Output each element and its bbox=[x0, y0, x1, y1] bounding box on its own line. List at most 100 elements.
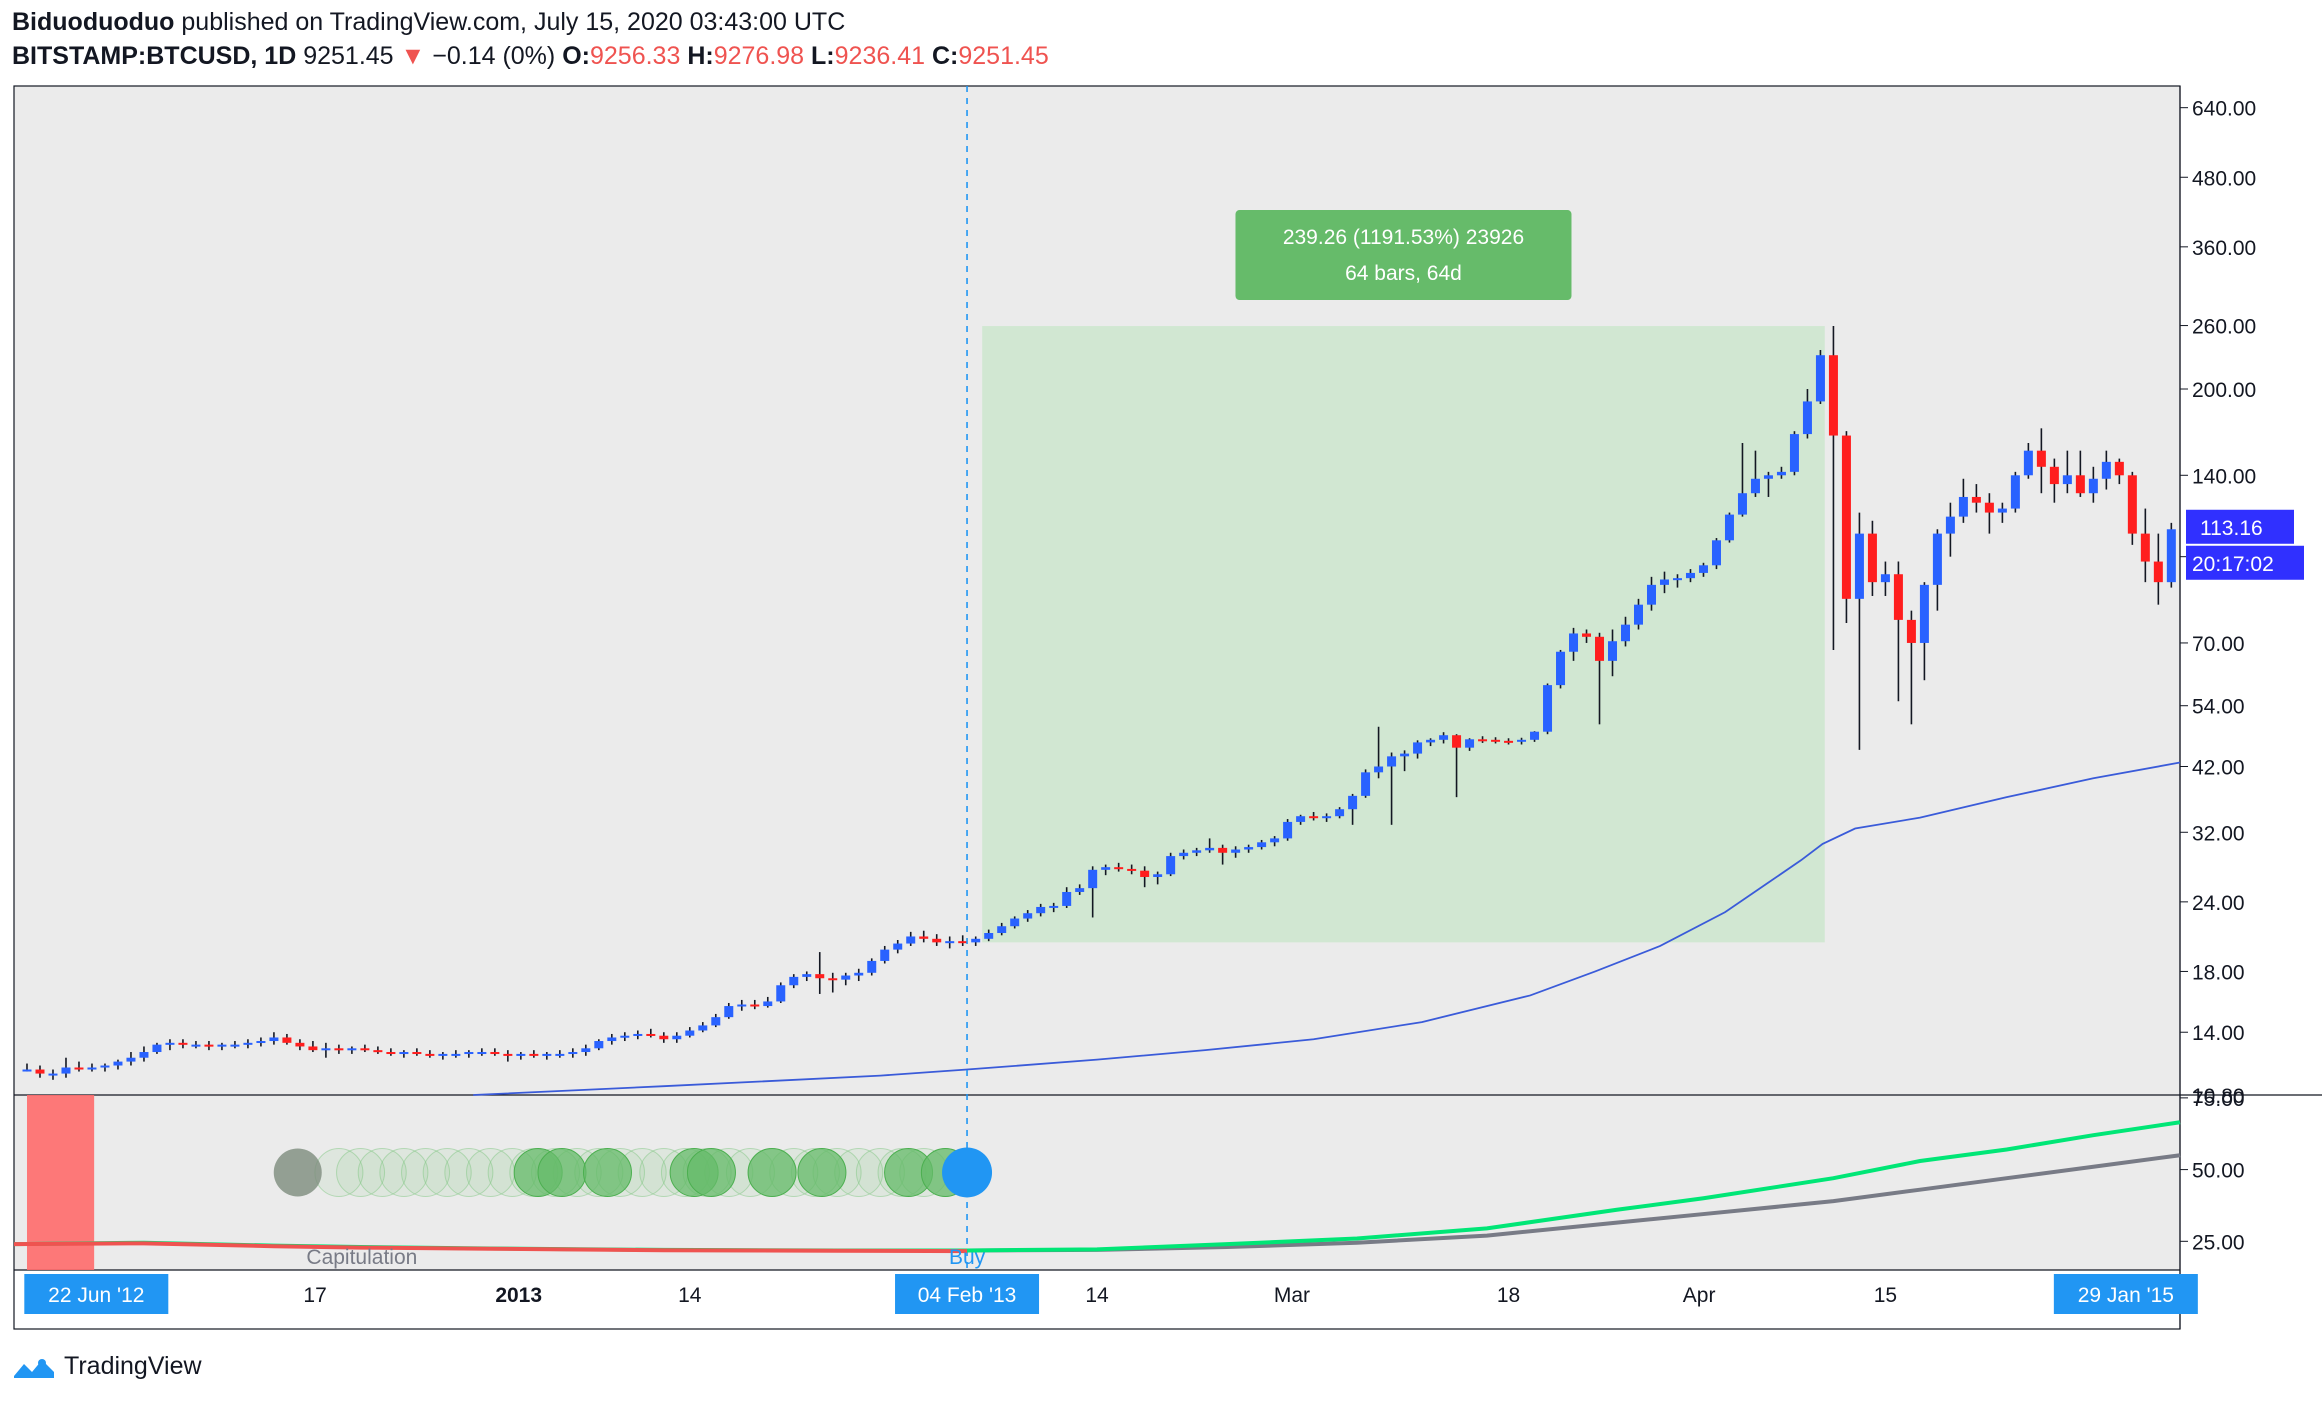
candle bbox=[997, 922, 1007, 936]
candle-body bbox=[1465, 739, 1475, 748]
candle bbox=[854, 968, 864, 982]
candle bbox=[724, 1002, 734, 1019]
candle-body bbox=[464, 1052, 474, 1055]
candle-body bbox=[1569, 633, 1579, 652]
candle bbox=[1166, 852, 1176, 877]
candle bbox=[672, 1032, 682, 1043]
price-axis[interactable]: 640.00480.00360.00260.00200.00140.00100.… bbox=[2180, 98, 2304, 1255]
candle-body bbox=[1789, 434, 1799, 472]
candle-body bbox=[1010, 918, 1020, 927]
candle bbox=[386, 1048, 396, 1056]
candle-body bbox=[776, 985, 786, 1002]
publication-header: Biduoduoduo published on TradingView.com… bbox=[12, 8, 845, 37]
candle-body bbox=[22, 1069, 32, 1072]
candle-body bbox=[178, 1042, 188, 1045]
candle-body bbox=[1530, 731, 1540, 740]
price-tick-label: 32.00 bbox=[2192, 822, 2245, 845]
candle-body bbox=[1932, 533, 1942, 585]
candle-body bbox=[230, 1044, 240, 1047]
high-label: H: bbox=[687, 42, 714, 70]
time-badge bbox=[895, 1274, 1040, 1314]
candle-body bbox=[2153, 561, 2163, 583]
signal-bubble-gray bbox=[273, 1148, 322, 1197]
candle bbox=[1672, 574, 1682, 588]
high-value: 9276.98 bbox=[713, 42, 805, 70]
symbol-label[interactable]: BITSTAMP:BTCUSD, 1D bbox=[12, 42, 297, 70]
candle bbox=[711, 1013, 721, 1028]
candle bbox=[1906, 610, 1916, 725]
candle-body bbox=[789, 976, 799, 986]
candle-body bbox=[1296, 816, 1306, 822]
candle bbox=[1530, 731, 1540, 742]
candle bbox=[2023, 442, 2033, 479]
candle-body bbox=[555, 1053, 565, 1056]
signal-bubble-faint bbox=[401, 1147, 451, 1197]
candle bbox=[542, 1052, 552, 1060]
candle bbox=[1036, 903, 1046, 917]
candle-body bbox=[61, 1067, 71, 1074]
published-text: published on TradingView.com, July 15, 2… bbox=[181, 8, 846, 36]
candle bbox=[1776, 466, 1786, 479]
candle-body bbox=[1114, 867, 1124, 870]
candle bbox=[61, 1057, 71, 1078]
candle-body bbox=[1491, 739, 1501, 742]
candle-body bbox=[529, 1053, 539, 1056]
candle-body bbox=[672, 1035, 682, 1040]
candle-body bbox=[607, 1037, 617, 1042]
candle bbox=[815, 952, 825, 994]
candle-body bbox=[503, 1053, 513, 1056]
candle bbox=[1750, 450, 1760, 497]
candle bbox=[2153, 533, 2163, 605]
price-range-tool[interactable]: 239.26 (1191.53%) 23926 64 bars, 64d bbox=[982, 210, 1825, 943]
candle bbox=[1595, 632, 1605, 725]
candle bbox=[269, 1032, 279, 1045]
candle bbox=[1789, 431, 1799, 476]
capitulation-zone bbox=[26, 1095, 95, 1270]
oscillator-red-line bbox=[13, 1241, 968, 1254]
candle bbox=[906, 931, 916, 946]
candle bbox=[1205, 838, 1215, 853]
candle-body bbox=[1737, 493, 1747, 515]
candle bbox=[282, 1033, 292, 1045]
candle bbox=[1737, 442, 1747, 517]
candle bbox=[607, 1033, 617, 1045]
candle bbox=[1114, 862, 1124, 872]
capitulation-label: Capitulation bbox=[306, 1246, 417, 1269]
range-box bbox=[982, 326, 1825, 943]
candle bbox=[763, 996, 773, 1008]
candle bbox=[1828, 326, 1838, 650]
candle bbox=[1335, 807, 1345, 819]
candle-body bbox=[1348, 795, 1358, 810]
moving-average-line bbox=[473, 761, 2181, 1096]
candle-body bbox=[1218, 847, 1228, 853]
candle-body bbox=[568, 1052, 578, 1055]
candle-body bbox=[1101, 867, 1111, 870]
candle bbox=[1244, 844, 1254, 853]
candle bbox=[295, 1039, 305, 1051]
candle bbox=[1556, 649, 1566, 689]
candle bbox=[2049, 458, 2059, 503]
candle-body bbox=[867, 960, 877, 973]
candle-body bbox=[581, 1048, 591, 1053]
candle bbox=[984, 929, 994, 942]
candle bbox=[1504, 738, 1514, 745]
candle-body bbox=[425, 1053, 435, 1056]
time-axis[interactable]: 22 Jun '12 17 2013 14 04 Feb '13 14 Mar 18 Apr 15… bbox=[24, 1274, 2198, 1314]
brand-name[interactable]: TradingView bbox=[64, 1352, 202, 1380]
candle bbox=[1179, 849, 1189, 860]
range-label-line1: 239.26 (1191.53%) 23926 bbox=[1283, 226, 1524, 249]
author-name[interactable]: Biduoduoduo bbox=[12, 8, 175, 36]
candle bbox=[1010, 916, 1020, 929]
price-tick-label: 140.00 bbox=[2192, 465, 2256, 488]
current-price-label: 113.16 bbox=[2200, 517, 2263, 540]
candle bbox=[2036, 428, 2046, 494]
candle-body bbox=[1309, 816, 1319, 819]
buy-label: Buy bbox=[949, 1246, 986, 1269]
candle bbox=[2166, 522, 2176, 588]
candle bbox=[2101, 450, 2111, 490]
candle-body bbox=[1153, 874, 1163, 877]
candle bbox=[1374, 726, 1384, 779]
candle-body bbox=[1880, 574, 1890, 583]
price-tick-label: 480.00 bbox=[2192, 167, 2256, 190]
